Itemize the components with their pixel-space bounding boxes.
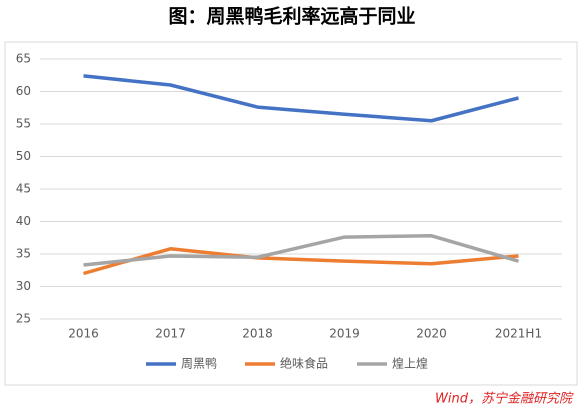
y-tick-label: 40 (16, 214, 31, 228)
x-tick-label: 2019 (329, 327, 360, 341)
series-line (83, 234, 519, 267)
chart-frame (4, 41, 578, 386)
y-tick-label: 45 (16, 182, 31, 196)
y-tick-label: 60 (16, 84, 31, 98)
legend-label: 周黑鸭 (181, 357, 217, 371)
y-tick-label: 35 (16, 247, 31, 261)
y-tick-label: 55 (16, 117, 31, 131)
x-tick-label: 2016 (68, 327, 99, 341)
x-tick-label: 2020 (416, 327, 447, 341)
x-tick-label: 2021H1 (495, 327, 542, 341)
source: Wind，苏宁金融研究院 (435, 391, 574, 407)
y-tick-label: 50 (16, 149, 31, 163)
series-line (83, 247, 519, 276)
x-tick-label: 2017 (155, 327, 186, 341)
chart-title: 图：周黑鸭毛利率远高于同业 (168, 5, 415, 28)
legend-label: 煌上煌 (392, 357, 428, 371)
y-tick-label: 25 (16, 312, 31, 326)
series-line (83, 74, 519, 123)
y-tick-label: 30 (16, 279, 31, 293)
x-tick-label: 2018 (242, 327, 273, 341)
legend-label: 绝味食品 (280, 356, 328, 371)
y-tick-label: 65 (16, 52, 31, 66)
